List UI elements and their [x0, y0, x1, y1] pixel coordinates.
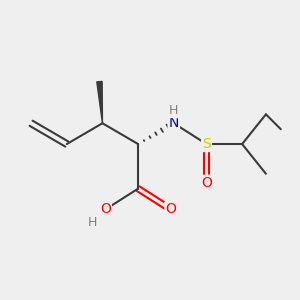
Text: S: S — [202, 137, 211, 151]
Text: O: O — [165, 202, 176, 216]
Text: O: O — [100, 202, 111, 216]
Polygon shape — [97, 81, 102, 123]
Text: O: O — [201, 176, 212, 190]
Text: H: H — [169, 104, 178, 117]
Text: H: H — [87, 216, 97, 229]
Text: N: N — [169, 116, 179, 130]
